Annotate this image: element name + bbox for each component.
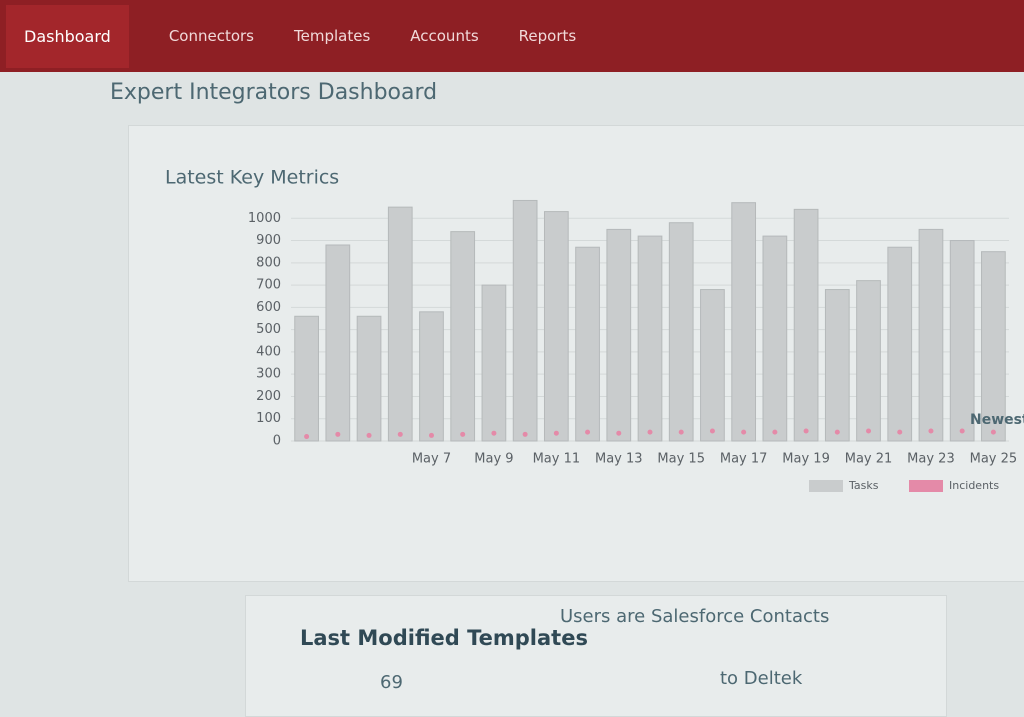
bar bbox=[824, 289, 850, 442]
nav-item[interactable]: Reports bbox=[518, 27, 577, 45]
bar bbox=[575, 246, 600, 442]
dot bbox=[428, 432, 434, 438]
y-tick-label: 700 bbox=[256, 278, 281, 293]
dot bbox=[616, 430, 622, 436]
y-tick-label: 600 bbox=[256, 300, 281, 315]
x-tick-label: May 9 bbox=[474, 452, 513, 467]
y-tick-label: 1000 bbox=[248, 211, 281, 226]
nav-item[interactable]: Connectors bbox=[168, 27, 254, 45]
bar bbox=[419, 311, 444, 442]
bar bbox=[949, 240, 975, 442]
dot bbox=[709, 428, 715, 434]
bar bbox=[762, 235, 788, 442]
dot bbox=[647, 429, 653, 435]
dot bbox=[928, 428, 934, 434]
side-title: Newest bbox=[970, 412, 1024, 428]
x-tick-label: May 19 bbox=[782, 452, 830, 467]
bar bbox=[450, 231, 476, 442]
chart: Latest Key Metrics 0 100 200 300 400 500 600 70… bbox=[165, 167, 1018, 492]
x-tick-label: May 15 bbox=[657, 452, 705, 467]
x-tick-label: May 21 bbox=[845, 452, 893, 467]
y-tick-label: 100 bbox=[256, 411, 281, 426]
x-tick-label: May 13 bbox=[595, 452, 643, 467]
template-row[interactable]: Users are Salesforce Contacts bbox=[560, 606, 830, 627]
bar bbox=[325, 244, 351, 442]
nav-item[interactable]: Dashboard bbox=[6, 4, 129, 68]
bar bbox=[637, 235, 663, 442]
bar bbox=[793, 208, 819, 442]
dot bbox=[678, 429, 684, 435]
page-title: Expert Integrators Dashboard bbox=[110, 80, 438, 105]
dot bbox=[304, 434, 310, 440]
nav-bar: Dashboard Connectors Templates Accounts … bbox=[0, 0, 1024, 72]
templates-title: Last Modified Templates bbox=[300, 626, 588, 650]
dot bbox=[959, 428, 965, 434]
bar bbox=[387, 206, 413, 442]
dot bbox=[866, 428, 872, 434]
dot bbox=[803, 428, 809, 434]
y-tick-label: 300 bbox=[256, 367, 281, 382]
y-tick-label: 800 bbox=[256, 255, 281, 270]
y-tick-label: 0 bbox=[273, 434, 281, 449]
dot bbox=[335, 431, 341, 437]
bar bbox=[856, 280, 881, 442]
y-tick-label: 200 bbox=[256, 389, 281, 404]
bar bbox=[294, 315, 319, 442]
x-tick-label: May 23 bbox=[907, 452, 955, 467]
dot bbox=[397, 431, 403, 437]
dot bbox=[741, 429, 747, 435]
dot bbox=[585, 429, 591, 435]
template-row[interactable]: 69 bbox=[380, 672, 403, 693]
legend-label: Tasks bbox=[848, 479, 879, 492]
bar bbox=[887, 246, 913, 442]
bar bbox=[606, 228, 632, 442]
x-tick-label: May 25 bbox=[970, 452, 1018, 467]
x-tick-label: May 11 bbox=[533, 452, 581, 467]
x-tick-label: May 7 bbox=[412, 452, 451, 467]
bar bbox=[981, 251, 1006, 442]
x-tick-label: May 17 bbox=[720, 452, 768, 467]
templates-card bbox=[245, 595, 947, 717]
bar bbox=[356, 315, 382, 442]
bar bbox=[512, 199, 538, 442]
bar bbox=[481, 284, 507, 442]
dot bbox=[460, 431, 466, 437]
chart-title: Latest Key Metrics bbox=[165, 167, 339, 189]
bar bbox=[668, 222, 694, 442]
dot bbox=[897, 429, 903, 435]
legend-swatch bbox=[909, 480, 943, 492]
chart-card: Latest Key Metrics 0 100 200 300 400 500 600 70… bbox=[128, 125, 1024, 582]
dot bbox=[990, 429, 996, 435]
bar bbox=[918, 228, 944, 442]
nav-item[interactable]: Accounts bbox=[410, 27, 479, 45]
bar bbox=[543, 211, 569, 442]
dot bbox=[834, 429, 840, 435]
legend-swatch bbox=[809, 480, 843, 492]
dot bbox=[522, 431, 528, 437]
y-tick-label: 400 bbox=[256, 344, 281, 359]
legend-label: Incidents bbox=[949, 479, 999, 492]
y-tick-label: 900 bbox=[256, 233, 281, 248]
nav-item[interactable]: Templates bbox=[294, 27, 371, 45]
y-tick-label: 500 bbox=[256, 322, 281, 337]
bar bbox=[700, 289, 725, 442]
dot bbox=[772, 429, 778, 435]
template-row[interactable]: to Deltek bbox=[720, 668, 803, 689]
dot bbox=[553, 430, 559, 436]
dot bbox=[491, 430, 497, 436]
bar bbox=[731, 202, 757, 442]
dot bbox=[366, 432, 372, 438]
